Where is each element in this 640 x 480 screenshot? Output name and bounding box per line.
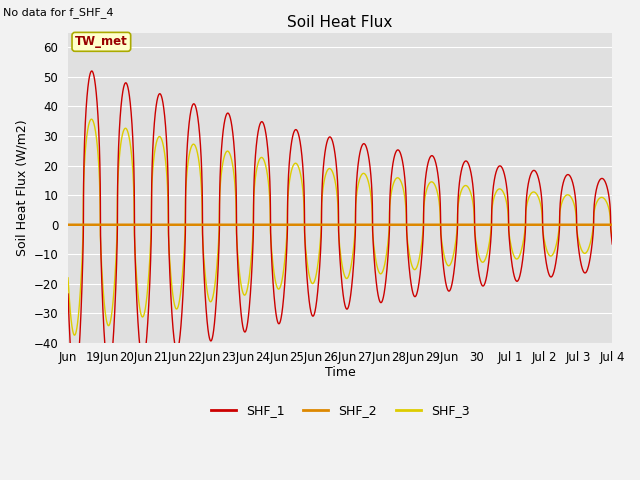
Legend: SHF_1, SHF_2, SHF_3: SHF_1, SHF_2, SHF_3 <box>206 399 474 422</box>
Y-axis label: Soil Heat Flux (W/m2): Soil Heat Flux (W/m2) <box>15 120 28 256</box>
Text: No data for f_SHF_4: No data for f_SHF_4 <box>3 7 114 18</box>
Title: Soil Heat Flux: Soil Heat Flux <box>287 15 393 30</box>
X-axis label: Time: Time <box>324 366 355 379</box>
Text: TW_met: TW_met <box>75 36 128 48</box>
